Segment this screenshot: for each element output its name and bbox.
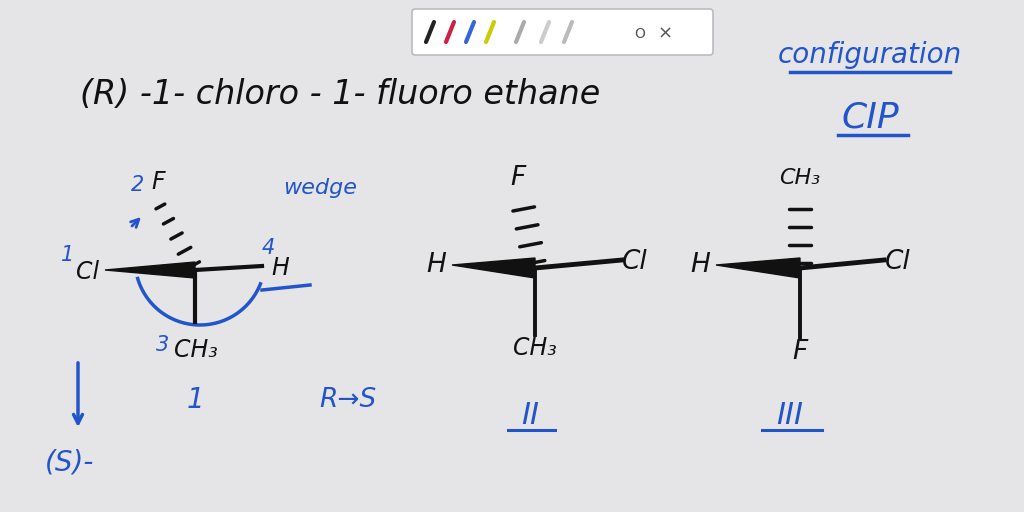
Polygon shape: [716, 258, 800, 278]
Text: Cl: Cl: [77, 260, 99, 284]
Text: 1: 1: [61, 245, 75, 265]
Text: 1: 1: [186, 386, 204, 414]
Text: H: H: [426, 252, 445, 278]
Text: F: F: [510, 165, 525, 191]
Text: CH₃: CH₃: [779, 168, 820, 188]
Polygon shape: [452, 258, 535, 278]
Text: CIP: CIP: [841, 101, 899, 135]
Polygon shape: [105, 262, 195, 278]
Text: II: II: [521, 400, 539, 430]
Text: (S)-: (S)-: [45, 448, 94, 476]
Text: wedge: wedge: [283, 178, 357, 198]
Text: R→S: R→S: [319, 387, 377, 413]
Text: Cl: Cl: [623, 249, 648, 275]
Text: (R) -1- chloro - 1- fluoro ethane: (R) -1- chloro - 1- fluoro ethane: [80, 78, 600, 112]
Text: configuration: configuration: [778, 41, 963, 69]
Text: F: F: [152, 170, 165, 194]
Text: O: O: [635, 27, 645, 41]
Text: H: H: [690, 252, 710, 278]
Text: 4: 4: [261, 238, 274, 258]
Text: Cl: Cl: [885, 249, 911, 275]
Text: H: H: [271, 256, 289, 280]
FancyBboxPatch shape: [412, 9, 713, 55]
Text: F: F: [793, 339, 808, 365]
Text: 2: 2: [131, 175, 144, 195]
Text: 3: 3: [157, 335, 170, 355]
Text: CH₃: CH₃: [513, 336, 557, 360]
Text: ×: ×: [657, 25, 673, 43]
Text: III: III: [776, 400, 804, 430]
Text: CH₃: CH₃: [174, 338, 218, 362]
